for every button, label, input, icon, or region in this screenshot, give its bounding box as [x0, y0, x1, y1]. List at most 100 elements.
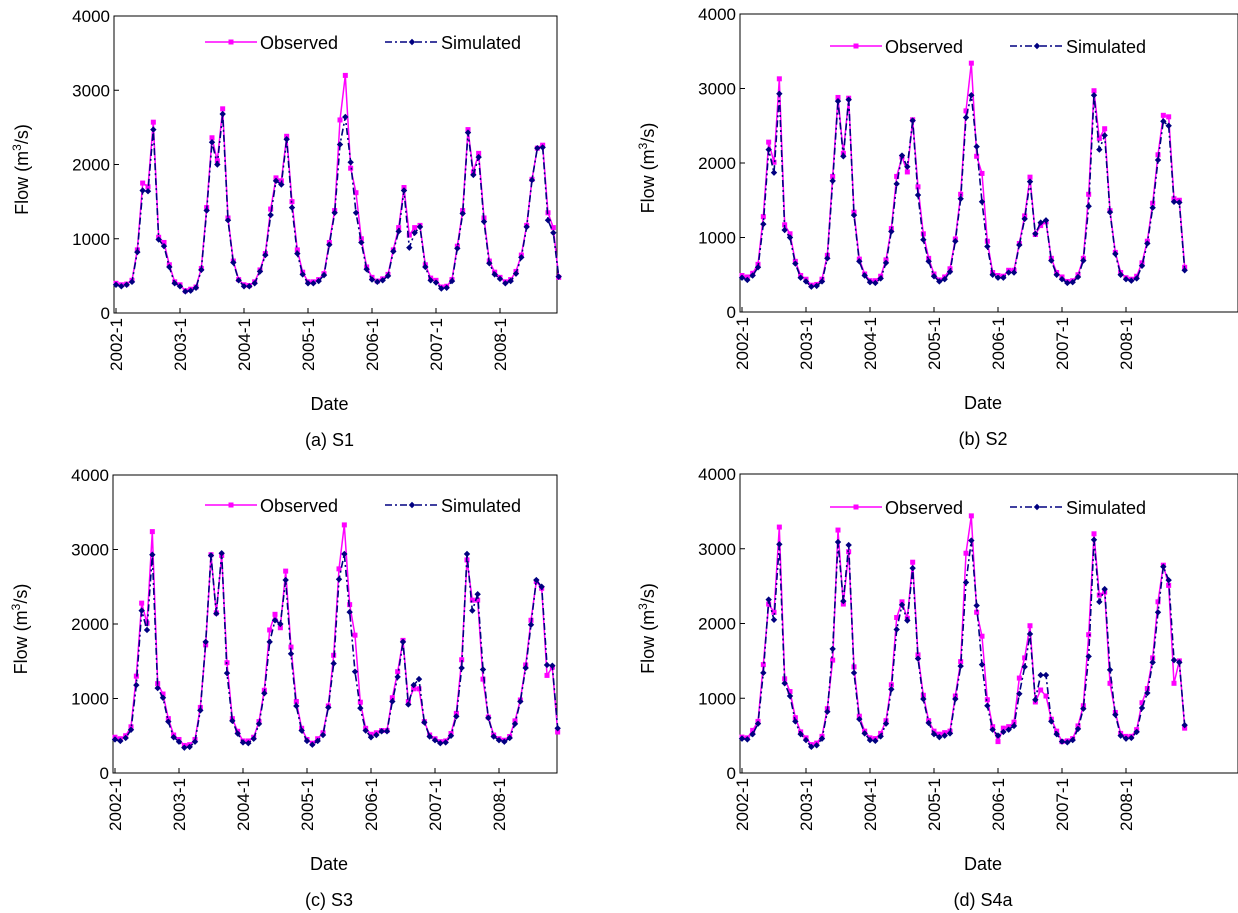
point-simulated	[1053, 730, 1060, 738]
point-simulated	[1010, 269, 1018, 276]
point-simulated	[522, 664, 529, 672]
point-simulated	[1117, 271, 1124, 278]
point-observed	[1139, 700, 1145, 706]
point-simulated	[1042, 217, 1050, 224]
point-simulated	[118, 283, 125, 290]
point-observed	[760, 662, 766, 668]
series-line-simulated	[741, 539, 1186, 748]
point-simulated	[352, 209, 360, 216]
point-observed	[835, 527, 841, 533]
point-simulated	[367, 734, 375, 741]
panel-b-s2: 0 1000 2000 3000 4000 2002-1 2003-1 2004-1 2005-…	[636, 5, 1238, 449]
point-simulated	[470, 171, 477, 179]
point-simulated	[802, 278, 810, 285]
y-tick-label: 2000	[72, 156, 110, 175]
point-simulated	[861, 272, 868, 279]
x-tick-label: 2003-1	[171, 318, 190, 371]
point-simulated	[256, 268, 264, 275]
point-simulated	[394, 673, 401, 681]
point-simulated	[1128, 734, 1135, 742]
point-simulated	[294, 250, 301, 257]
point-observed	[894, 615, 900, 621]
point-simulated	[818, 278, 826, 285]
y-tick-label: 3000	[698, 80, 736, 99]
point-observed	[1102, 126, 1108, 132]
point-simulated	[1064, 739, 1071, 746]
point-simulated	[1138, 704, 1146, 712]
point-observed	[771, 609, 777, 615]
point-simulated	[479, 666, 487, 673]
point-simulated	[1021, 663, 1028, 671]
panel-caption: (d) S4a	[953, 890, 1013, 910]
point-simulated	[207, 552, 215, 559]
point-simulated	[266, 638, 273, 646]
point-simulated	[192, 284, 200, 291]
point-simulated	[1096, 598, 1103, 606]
point-simulated	[255, 720, 263, 728]
point-observed	[416, 686, 422, 692]
point-simulated	[277, 620, 284, 628]
point-simulated	[150, 126, 157, 133]
point-observed	[787, 231, 793, 237]
point-observed	[480, 676, 486, 682]
point-simulated	[511, 720, 519, 728]
point-simulated	[893, 180, 900, 188]
point-simulated	[262, 251, 269, 259]
point-simulated	[523, 223, 530, 231]
point-observed	[974, 609, 980, 615]
point-simulated	[1106, 666, 1114, 674]
point-simulated	[267, 211, 274, 219]
point-simulated	[411, 229, 418, 237]
point-simulated	[299, 271, 306, 278]
point-simulated	[160, 242, 168, 250]
point-simulated	[1064, 279, 1071, 287]
point-simulated	[1149, 204, 1156, 211]
point-simulated	[235, 277, 242, 284]
point-simulated	[223, 669, 231, 677]
point-simulated	[808, 743, 815, 751]
point-simulated	[1005, 726, 1012, 733]
point-simulated	[984, 243, 991, 250]
point-simulated	[1112, 711, 1119, 718]
point-simulated	[1112, 250, 1119, 258]
point-simulated	[1048, 718, 1055, 725]
point-simulated	[271, 617, 279, 624]
point-simulated	[1144, 689, 1151, 697]
point-simulated	[952, 695, 959, 703]
x-tick-label: 2002-1	[733, 778, 752, 831]
point-simulated	[463, 550, 471, 558]
point-simulated	[1181, 267, 1188, 274]
point-simulated	[331, 209, 338, 216]
point-simulated	[454, 245, 461, 252]
plot-area	[739, 13, 1238, 313]
series-line-simulated	[115, 113, 560, 293]
y-tick-label: 0	[101, 304, 110, 323]
point-simulated	[1021, 215, 1028, 223]
point-observed	[140, 180, 146, 186]
x-tick-label: 2006-1	[363, 318, 382, 371]
point-simulated	[1074, 273, 1082, 281]
point-simulated	[936, 278, 943, 285]
point-simulated	[877, 733, 884, 740]
point-observed	[267, 627, 273, 633]
point-observed	[294, 247, 300, 253]
point-simulated	[309, 741, 316, 748]
point-simulated	[1037, 219, 1044, 226]
point-simulated	[165, 718, 172, 725]
point-simulated	[399, 638, 407, 646]
point-observed	[963, 108, 969, 114]
panel-c-s3: 0 1000 2000 3000 4000 2002-1 2003-1 2004-1 2005-…	[9, 466, 561, 910]
point-simulated	[443, 284, 450, 291]
legend-label-observed: Observed	[885, 498, 963, 518]
point-simulated	[872, 279, 879, 287]
point-observed	[288, 644, 294, 650]
point-observed	[1022, 655, 1028, 661]
panel-caption: (a) S1	[305, 430, 354, 450]
point-simulated	[133, 681, 140, 689]
point-observed	[336, 566, 342, 572]
point-observed	[915, 184, 921, 190]
y-tick-label: 0	[727, 764, 736, 783]
point-observed	[459, 657, 465, 663]
point-simulated	[1101, 132, 1108, 139]
point-simulated	[1085, 653, 1092, 660]
